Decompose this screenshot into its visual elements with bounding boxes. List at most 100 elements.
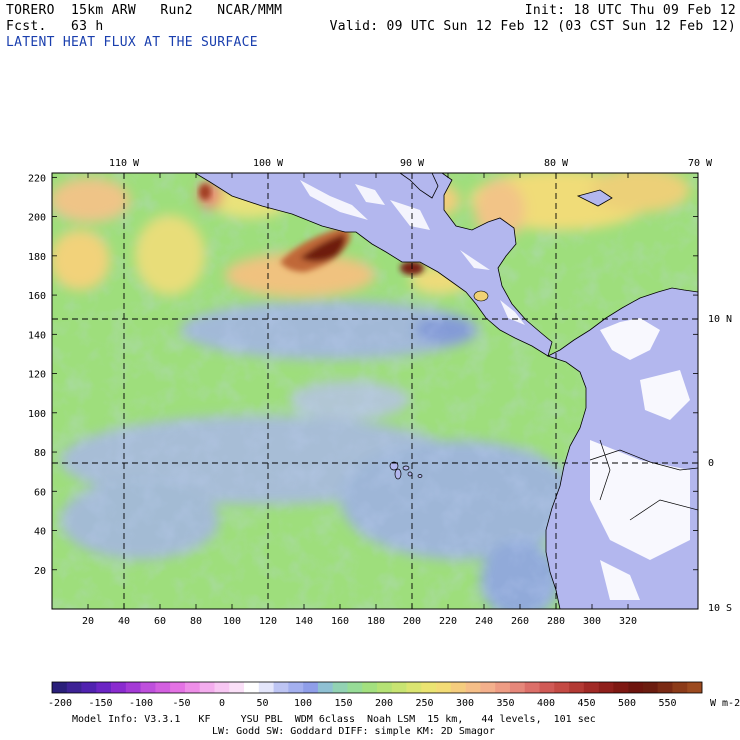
model-info: Model Info: V3.3.1 KF YSU PBL WDM 6class… [72,714,596,725]
colorbar-swatch [96,682,112,693]
x-tick-label: 140 [295,616,313,627]
colorbar-swatch [554,682,570,693]
colorbar-swatch [421,682,437,693]
colorbar-swatch [495,682,511,693]
colorbar-swatch [613,682,629,693]
colorbar-swatch [524,682,540,693]
x-tick-label: 180 [367,616,385,627]
colorbar-swatch [672,682,688,693]
colorbar-swatch [687,682,703,693]
y-tick-label: 160 [28,291,46,302]
jet-tehuantepec [280,227,351,272]
colorbar-label: -150 [88,698,112,709]
colorbar-swatch [184,682,201,693]
flux-field [52,173,698,609]
x-tick-label: 80 [190,616,202,627]
forecast-hour: Fcst. 63 h [6,19,104,34]
y-tick-label: 140 [28,330,46,341]
colorbar-label: 0 [219,698,225,709]
land-yucatan [399,173,439,199]
colorbar-label: -200 [48,698,72,709]
colorbar-label: -50 [172,698,190,709]
lon-label-110w: 110 W [109,158,140,169]
colorbar-label: 450 [577,698,595,709]
x-tick-label: 120 [259,616,277,627]
colorbar-swatch [155,682,171,693]
colorbar-swatch [170,682,186,693]
x-tick-label: 300 [583,616,601,627]
x-tick-label: 160 [331,616,349,627]
colorbar [52,682,703,693]
y-tick-label: 220 [28,173,46,184]
colorbar-swatch [244,682,260,693]
colorbar-label: -100 [129,698,153,709]
field-title: LATENT HEAT FLUX AT THE SURFACE [6,35,258,50]
y-tick-label: 20 [34,566,46,577]
graticule [52,173,698,609]
colorbar-swatch [598,682,614,693]
colorbar-swatch [81,682,97,693]
colorbar-swatch [539,682,555,693]
colorbar-swatch [332,682,348,693]
colorbar-swatch [628,682,644,693]
colorbar-swatch [465,682,481,693]
physics-info: LW: Godd SW: Goddard DIFF: simple KM: 2D… [212,726,495,737]
colorbar-swatch [52,682,68,693]
colorbar-swatch [362,682,378,693]
x-tick-label: 320 [619,616,637,627]
x-tick-label: 60 [154,616,166,627]
colorbar-label: 350 [496,698,514,709]
jet-north [199,184,211,200]
x-tick-label: 260 [511,616,529,627]
colorbar-label: 400 [537,698,555,709]
lat-label-10n: 10 N [708,314,732,325]
colorbar-swatch [214,682,230,693]
colorbar-labels: -200 -150 -100 -50 0 50 100 150 200 250 300 350 400 4… [48,698,677,709]
lat-label-10s: 10 S [708,603,732,614]
colorbar-label: 150 [334,698,352,709]
y-axis: 220 200 180 160 140 120 100 80 60 40 20 [28,173,698,577]
colorbar-swatch [199,682,215,693]
valid-time: Valid: 09 UTC Sun 12 Feb 12 (03 CST Sun … [329,19,736,34]
colorbar-swatch [303,682,319,693]
colorbar-swatch [583,682,599,693]
colorbar-swatch [140,682,156,693]
lon-label-80w: 80 W [544,158,569,169]
colorbar-swatch [642,682,658,693]
colorbar-label: 50 [256,698,268,709]
y-tick-label: 100 [28,409,46,420]
colorbar-swatch [509,682,526,693]
colorbar-frame [51,681,703,694]
colorbar-swatch [569,682,585,693]
x-tick-label: 40 [118,616,130,627]
init-time: Init: 18 UTC Thu 09 Feb 12 [524,3,736,18]
colorbar-label: 500 [618,698,636,709]
y-tick-label: 200 [28,213,46,224]
colorbar-label: 100 [294,698,312,709]
colorbar-swatch [288,682,304,693]
colorbar-label: 250 [415,698,433,709]
x-tick-label: 200 [403,616,421,627]
lat-label-0: 0 [708,458,714,469]
colorbar-swatch [391,682,407,693]
colorbar-swatch [66,682,82,693]
lon-label-100w: 100 W [253,158,284,169]
colorbar-swatch [347,682,363,693]
colorbar-swatch [229,682,245,693]
colorbar-swatch [125,682,141,693]
y-tick-label: 40 [34,527,46,538]
y-tick-label: 60 [34,487,46,498]
colorbar-swatch [657,682,673,693]
lon-label-90w: 90 W [400,158,425,169]
colorbar-swatch [111,682,127,693]
y-tick-label: 180 [28,252,46,263]
colorbar-label: 550 [658,698,676,709]
colorbar-swatch [406,682,422,693]
x-tick-label: 20 [82,616,94,627]
y-tick-label: 120 [28,370,46,381]
colorbar-swatch [273,682,289,693]
model-title: TORERO 15km ARW Run2 NCAR/MMM [6,3,283,18]
colorbar-label: 200 [375,698,393,709]
plot-frame [51,172,699,610]
